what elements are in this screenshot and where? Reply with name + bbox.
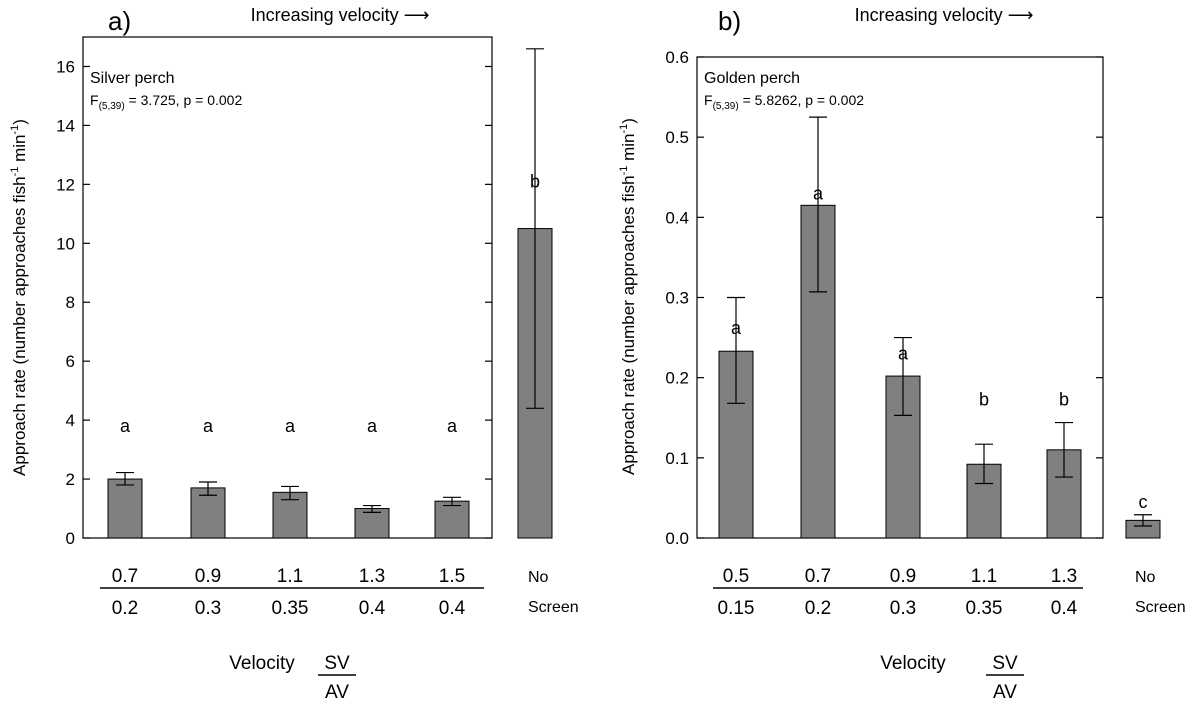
x-tick-label-av: 0.4 [439,598,466,619]
x-tick-label-sv: 0.9 [195,566,221,587]
x-tick-label-av: 0.35 [966,598,1003,619]
x-tick-label-av: 0.2 [805,598,831,619]
y-tick-label: 12 [56,175,75,194]
stat-suffix: = 3.725, p = 0.002 [125,92,243,108]
y-tick-label: 0.1 [665,449,689,468]
y-tick-label: 8 [66,293,75,312]
significance-letter: a [203,416,214,436]
x-tick-label-sv: 0.9 [890,566,916,587]
significance-letter: a [813,183,824,203]
chart-title: Increasing velocity ⟶ [251,5,430,25]
bar [107,478,143,539]
x-tick-label-sv: 1.5 [439,566,465,587]
plot-frame [82,36,493,539]
stat-prefix: F [704,92,713,108]
panel-label: b) [718,6,741,36]
y-tick-label: 14 [56,116,75,135]
x-tick-label-sv: 0.7 [112,566,138,587]
x-tick-label-av: 0.4 [359,598,386,619]
stat-suffix: = 5.8262, p = 0.002 [739,92,865,108]
stat-subscript: (5,39) [99,101,125,112]
chart-panel-a: a) Increasing velocity ⟶ 0 2 4 6 8 10 12 14 16 Appr… [9,5,579,703]
x-tick-label-av: 0.35 [272,598,309,619]
x-axis-label: Velocity [229,653,295,674]
significance-letter: a [447,416,458,436]
y-axis-label-sup: -1 [618,124,630,134]
significance-letter: b [979,389,989,409]
y-axis-label-sup: -1 [618,166,630,176]
x-tick-label-av: 0.4 [1051,598,1078,619]
chart-title: Increasing velocity ⟶ [855,5,1034,25]
y-tick-label: 0.3 [665,289,689,308]
y-tick-label: 10 [56,234,75,253]
y-axis-label-text: min [10,134,29,166]
y-tick-label: 0.2 [665,369,689,388]
stat-annotation: F(5,39) = 5.8262, p = 0.002 [704,92,864,112]
x-tick-label-av: Screen [528,599,579,616]
x-axis-label: Velocity [880,653,946,674]
y-axis-label-sup: -1 [9,167,21,177]
x-tick-label-sv: 1.3 [359,566,385,587]
chart-panel-b: b) Increasing velocity ⟶ 0.0 0.1 0.2 0.3 0.4 0.… [618,5,1186,703]
y-tick-label: 16 [56,57,75,76]
y-tick-label: 2 [66,470,75,489]
y-tick-label: 0.5 [665,128,689,147]
x-tick-label-av: 0.15 [718,598,755,619]
y-axis-label-sup: -1 [9,125,21,135]
x-tick-label-av: 0.3 [195,598,221,619]
y-axis-label-text: ) [619,118,638,124]
x-tick-label-sv: 1.3 [1051,566,1077,587]
x-tick-label-sv: No [1135,569,1156,586]
y-axis-label-text: ) [10,119,29,125]
x-tick-label-sv: 1.1 [277,566,303,587]
y-tick-label: 4 [66,411,75,430]
significance-letter: a [367,416,378,436]
y-axis-label-text: Approach rate (number approaches fish [619,175,638,475]
stat-prefix: F [90,92,99,108]
stat-annotation: F(5,39) = 3.725, p = 0.002 [90,92,242,112]
significance-letter: c [1139,492,1148,512]
x-tick-label-av: 0.3 [890,598,916,619]
y-axis-label: Approach rate (number approaches fish-1 … [618,118,638,475]
bar [434,500,470,539]
y-tick-label: 6 [66,352,75,371]
x-axis-label-denominator: AV [993,682,1017,703]
significance-letter: a [120,416,131,436]
x-tick-label-sv: 1.1 [971,566,997,587]
x-tick-label-av: 0.2 [112,598,138,619]
species-label: Silver perch [90,70,174,87]
y-axis-label-text: min [619,133,638,165]
significance-letter: b [530,171,540,191]
y-axis-label-text: Approach rate (number approaches fish [10,176,29,476]
species-label: Golden perch [704,70,800,87]
x-tick-label-sv: 0.5 [723,566,749,587]
significance-letter: a [898,344,909,364]
x-tick-label-sv: No [528,569,549,586]
significance-letter: a [731,318,742,338]
x-tick-label-av: Screen [1135,599,1186,616]
x-axis-label-numerator: SV [324,653,350,674]
y-tick-label: 0.6 [665,48,689,67]
y-tick-label: 0.0 [665,529,689,548]
significance-letter: b [1059,389,1069,409]
x-axis-label-denominator: AV [325,682,349,703]
stat-subscript: (5,39) [713,101,739,112]
panel-label: a) [108,6,131,36]
significance-letter: a [285,416,296,436]
x-tick-label-sv: 0.7 [805,566,831,587]
y-tick-label: 0.4 [665,208,689,227]
y-axis-label: Approach rate (number approaches fish-1 … [9,119,29,476]
y-tick-label: 0 [66,529,75,548]
x-axis-label-numerator: SV [992,653,1018,674]
bar [354,508,390,539]
